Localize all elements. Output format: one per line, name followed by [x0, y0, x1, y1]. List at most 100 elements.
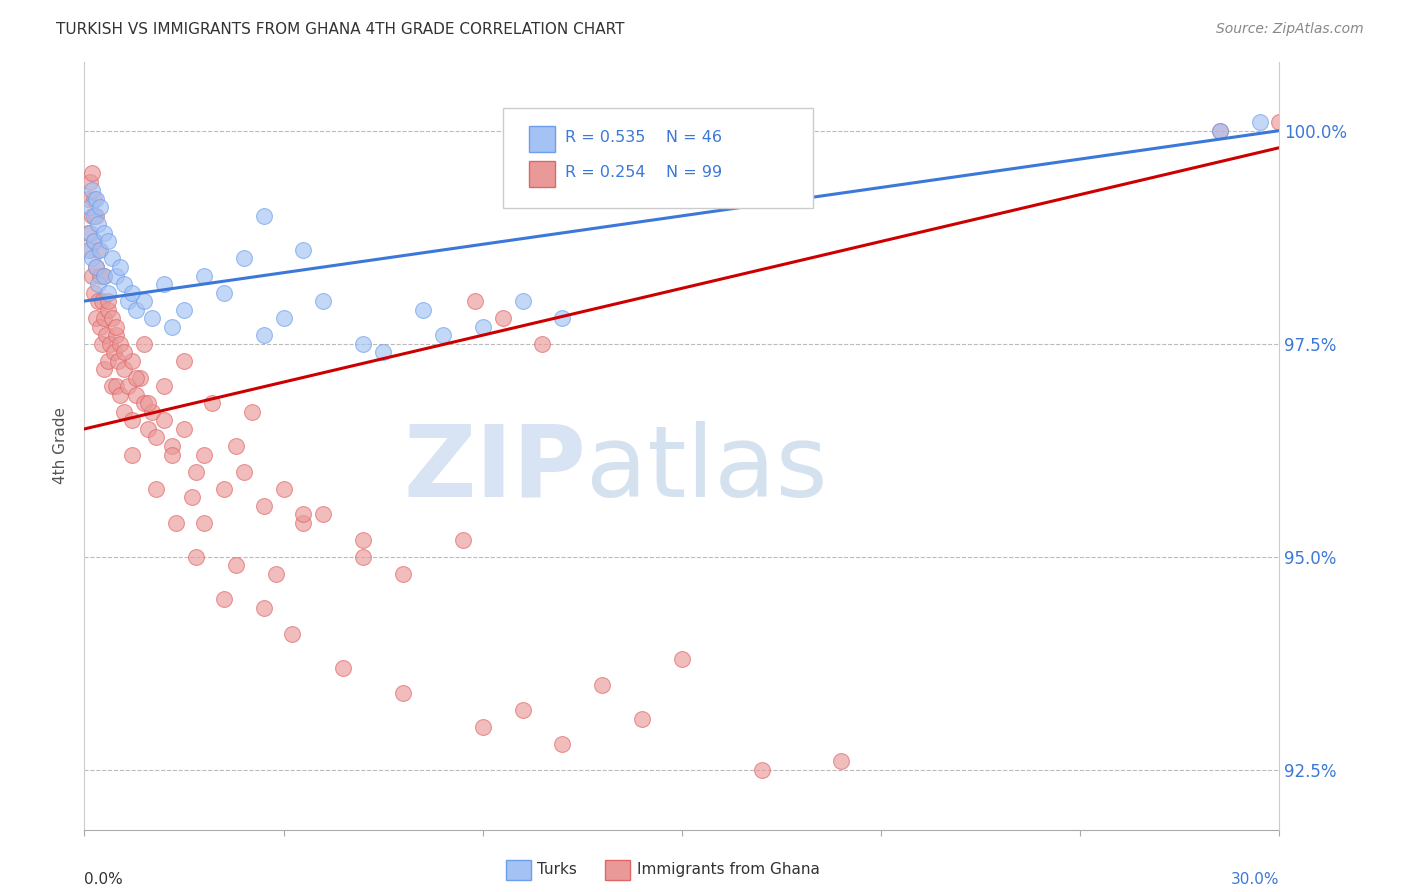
Point: [160, 448, 183, 462]
Point: [451, 533, 474, 547]
Point: [89, 200, 111, 214]
Point: [253, 209, 276, 223]
Point: [352, 336, 374, 351]
Point: [212, 482, 235, 496]
Point: [112, 277, 135, 291]
Point: [136, 396, 159, 410]
Point: [112, 405, 135, 419]
Point: [79, 243, 101, 257]
Text: Source: ZipAtlas.com: Source: ZipAtlas.com: [1216, 22, 1364, 37]
Point: [93, 268, 115, 283]
Text: TURKISH VS IMMIGRANTS FROM GHANA 4TH GRADE CORRELATION CHART: TURKISH VS IMMIGRANTS FROM GHANA 4TH GRA…: [56, 22, 624, 37]
Point: [492, 311, 515, 326]
Point: [110, 336, 132, 351]
Point: [432, 328, 454, 343]
Point: [225, 439, 247, 453]
Point: [97, 285, 120, 300]
Point: [86, 311, 108, 326]
Point: [121, 413, 143, 427]
Point: [110, 260, 132, 274]
Point: [79, 200, 101, 214]
Point: [253, 499, 276, 513]
Point: [82, 183, 104, 197]
Point: [392, 566, 415, 581]
Point: [551, 311, 574, 326]
Point: [292, 243, 315, 257]
Point: [1249, 115, 1271, 129]
Point: [512, 703, 534, 717]
Point: [212, 592, 235, 607]
Text: atlas: atlas: [586, 420, 828, 517]
Point: [105, 379, 128, 393]
Point: [531, 336, 554, 351]
Point: [591, 678, 613, 692]
Point: [82, 166, 104, 180]
Point: [312, 294, 335, 309]
Point: [193, 516, 215, 530]
Point: [83, 209, 105, 223]
Point: [112, 345, 135, 359]
Point: [91, 294, 114, 309]
Point: [93, 362, 115, 376]
Point: [87, 218, 110, 232]
Point: [103, 345, 125, 359]
Point: [77, 192, 100, 206]
Point: [97, 353, 120, 368]
Point: [77, 243, 100, 257]
Point: [87, 294, 110, 309]
Point: [117, 294, 139, 309]
Point: [125, 371, 148, 385]
Point: [121, 353, 143, 368]
Point: [160, 439, 183, 453]
Point: [392, 686, 415, 700]
Point: [82, 209, 104, 223]
Point: [512, 294, 534, 309]
Point: [830, 755, 852, 769]
Point: [160, 319, 183, 334]
Point: [132, 294, 156, 309]
Point: [89, 243, 111, 257]
Text: Immigrants from Ghana: Immigrants from Ghana: [637, 863, 820, 877]
Point: [132, 396, 156, 410]
Point: [1209, 123, 1232, 137]
Text: 30.0%: 30.0%: [1232, 871, 1279, 887]
Point: [551, 737, 574, 751]
Point: [141, 311, 163, 326]
Point: [101, 379, 124, 393]
Point: [82, 268, 104, 283]
Point: [201, 396, 224, 410]
Point: [105, 268, 128, 283]
Point: [240, 405, 263, 419]
Point: [273, 482, 295, 496]
Point: [79, 226, 101, 240]
Point: [77, 226, 100, 240]
Point: [153, 413, 176, 427]
Point: [1268, 115, 1291, 129]
Point: [232, 465, 254, 479]
Point: [173, 353, 195, 368]
Point: [184, 465, 207, 479]
Point: [232, 252, 254, 266]
Text: R = 0.535    N = 46: R = 0.535 N = 46: [565, 130, 721, 145]
Point: [129, 371, 152, 385]
Point: [86, 209, 108, 223]
Point: [373, 345, 395, 359]
Point: [631, 712, 654, 726]
Point: [145, 482, 167, 496]
Point: [105, 319, 128, 334]
Point: [173, 422, 195, 436]
Text: 0.0%: 0.0%: [84, 871, 124, 887]
Text: Turks: Turks: [537, 863, 576, 877]
Point: [97, 235, 120, 249]
Point: [1209, 123, 1232, 137]
Point: [87, 243, 110, 257]
Y-axis label: 4th Grade: 4th Grade: [53, 408, 69, 484]
Point: [193, 268, 215, 283]
Point: [165, 516, 187, 530]
Point: [253, 601, 276, 615]
Point: [83, 235, 105, 249]
Point: [93, 311, 115, 326]
Point: [264, 566, 287, 581]
Bar: [529, 126, 555, 153]
Point: [97, 294, 120, 309]
